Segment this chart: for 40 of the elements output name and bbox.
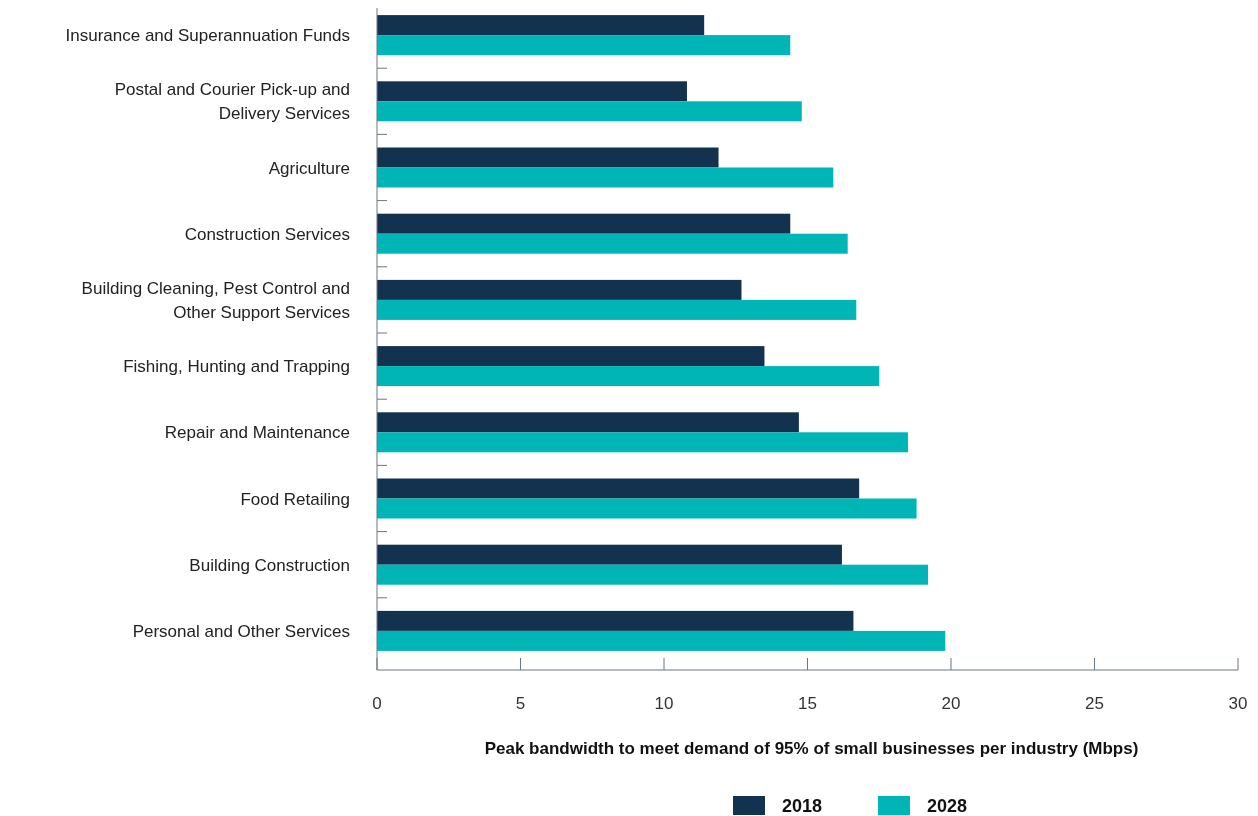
bar (377, 498, 917, 519)
bar (377, 15, 705, 36)
bar (377, 167, 834, 188)
bar (377, 299, 857, 320)
y-tick-label: Building Construction (189, 555, 350, 575)
bar (377, 544, 842, 565)
bar (377, 432, 908, 453)
bar (377, 147, 719, 168)
y-tick-label: Fishing, Hunting and Trapping (123, 357, 350, 377)
bar (377, 233, 848, 254)
legend-label: 2018 (782, 796, 823, 816)
legend-label: 2028 (927, 796, 968, 816)
x-axis-title: Peak bandwidth to meet demand of 95% of small businesses per industry (Mbps) (484, 739, 1139, 758)
bar (377, 279, 742, 300)
x-tick-label: 30 (1228, 694, 1248, 713)
x-tick-label: 5 (515, 694, 526, 713)
x-tick-label: 25 (1085, 694, 1104, 713)
x-tick-label: 20 (941, 694, 961, 713)
bar (377, 610, 854, 631)
y-tick-label: Personal and Other Services (132, 621, 350, 641)
x-tick-label: 15 (798, 694, 817, 713)
bar (377, 630, 946, 651)
bar (377, 564, 929, 585)
y-tick-label: Building Cleaning, Pest Control and Other Support Services (81, 278, 350, 322)
bar (377, 101, 802, 122)
bar (377, 346, 765, 367)
y-tick-label: Repair and Maintenance (164, 423, 350, 443)
bar (377, 478, 860, 499)
x-tick-label: 10 (654, 694, 674, 713)
y-tick-label: Insurance and Superannuation Funds (65, 26, 350, 46)
bar (377, 366, 880, 387)
y-tick-label: Food Retailing (240, 489, 350, 509)
bar (377, 412, 799, 433)
y-tick-label: Agriculture (268, 158, 350, 178)
y-tick-label: Construction Services (184, 224, 350, 244)
x-tick-label: 0 (372, 694, 382, 713)
bar (377, 81, 687, 102)
y-tick-label: Postal and Courier Pick-up and Delivery Services (114, 80, 350, 124)
bar (377, 35, 791, 56)
bar (377, 213, 791, 234)
